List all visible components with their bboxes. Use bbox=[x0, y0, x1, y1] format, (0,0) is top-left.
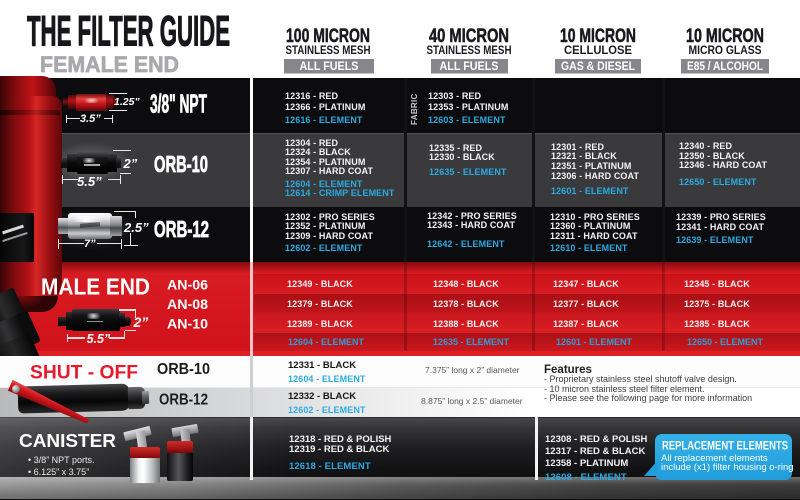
svg-text:STAINLESS MESH: STAINLESS MESH bbox=[427, 43, 512, 57]
svg-text:AN-10: AN-10 bbox=[167, 316, 208, 332]
svg-text:CANISTER: CANISTER bbox=[19, 430, 116, 451]
svg-text:AN-06: AN-06 bbox=[167, 277, 208, 293]
svg-text:STAINLESS MESH: STAINLESS MESH bbox=[286, 43, 371, 57]
svg-text:CELLULOSE: CELLULOSE bbox=[564, 43, 632, 57]
svg-text:THE FILTER GUIDE: THE FILTER GUIDE bbox=[27, 9, 230, 56]
svg-text:MALE END: MALE END bbox=[41, 273, 150, 299]
svg-text:100 MICRON: 100 MICRON bbox=[286, 25, 370, 47]
svg-text:ORB-10: ORB-10 bbox=[154, 151, 208, 177]
svg-text:ALL FUELS: ALL FUELS bbox=[440, 61, 499, 73]
svg-text:GAS & DIESEL: GAS & DIESEL bbox=[561, 61, 635, 73]
svg-text:10 MICRON: 10 MICRON bbox=[686, 25, 764, 47]
svg-text:REPLACEMENT ELEMENTS: REPLACEMENT ELEMENTS bbox=[662, 441, 788, 453]
svg-text:FEMALE END: FEMALE END bbox=[40, 52, 179, 77]
svg-text:ORB-10: ORB-10 bbox=[157, 361, 210, 378]
svg-text:E85 / ALCOHOL: E85 / ALCOHOL bbox=[687, 61, 763, 73]
svg-text:MICRO GLASS: MICRO GLASS bbox=[689, 43, 762, 57]
svg-text:AN-08: AN-08 bbox=[167, 296, 208, 312]
svg-text:ORB-12: ORB-12 bbox=[159, 392, 208, 409]
svg-text:10 MICRON: 10 MICRON bbox=[560, 25, 636, 47]
svg-text:40 MICRON: 40 MICRON bbox=[429, 25, 509, 47]
svg-text:ORB-12: ORB-12 bbox=[154, 216, 209, 242]
svg-text:3/8" NPT: 3/8" NPT bbox=[150, 89, 207, 119]
svg-text:ALL FUELS: ALL FUELS bbox=[300, 61, 359, 73]
svg-text:SHUT - OFF: SHUT - OFF bbox=[30, 363, 138, 384]
